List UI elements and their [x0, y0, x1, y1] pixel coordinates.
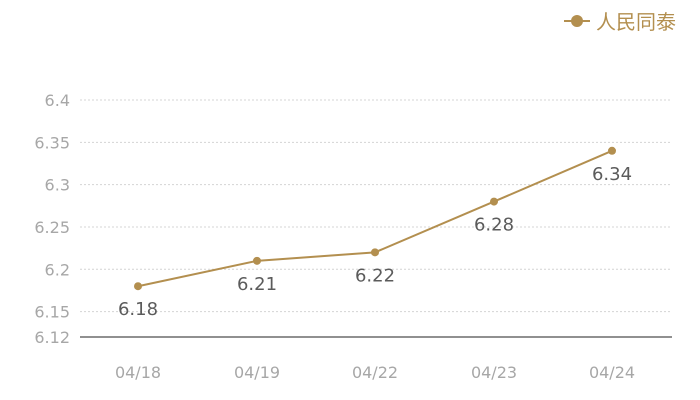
data-point[interactable]: [490, 197, 498, 206]
data-label: 6.34: [592, 164, 632, 185]
data-label: 6.21: [237, 274, 277, 295]
data-point[interactable]: [371, 248, 379, 257]
y-tick-label: 6.2: [45, 260, 70, 279]
y-tick-label: 6.15: [34, 303, 70, 322]
data-label: 6.18: [118, 299, 158, 320]
data-label: 6.28: [474, 215, 514, 236]
data-point[interactable]: [253, 256, 261, 265]
data-point[interactable]: [608, 146, 616, 155]
x-tick-label: 04/19: [234, 363, 280, 382]
y-tick-label: 6.25: [34, 218, 70, 237]
x-tick-label: 04/18: [115, 363, 161, 382]
legend[interactable]: 人民同泰: [564, 6, 676, 35]
y-tick-label: 6.35: [34, 133, 70, 152]
legend-marker-icon: [564, 14, 590, 27]
data-point[interactable]: [134, 282, 142, 291]
y-tick-label: 6.3: [45, 176, 70, 195]
y-tick-label: 6.4: [45, 91, 70, 110]
data-label: 6.22: [355, 265, 395, 286]
x-tick-label: 04/23: [471, 363, 517, 382]
y-tick-label: 6.12: [34, 328, 70, 347]
legend-label: 人民同泰: [596, 10, 676, 34]
x-tick-label: 04/24: [589, 363, 635, 382]
x-tick-label: 04/22: [352, 363, 398, 382]
